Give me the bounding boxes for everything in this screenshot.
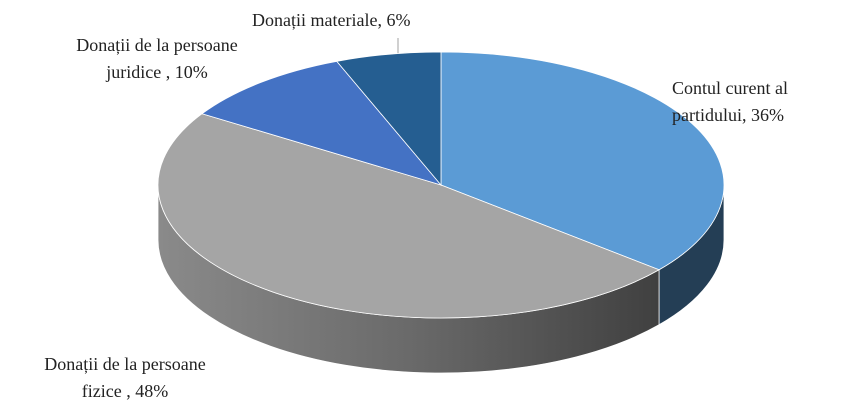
slice	[157, 113, 660, 319]
data-label: Donații de la persoane	[44, 354, 205, 374]
slice	[201, 60, 443, 186]
data-label: partidului, 36%	[672, 105, 784, 125]
slice	[336, 51, 442, 187]
data-label: Donații de la persoane	[76, 35, 237, 55]
data-label: juridice , 10%	[105, 62, 207, 82]
data-label: Contul curent al	[672, 78, 788, 98]
slice	[440, 51, 725, 271]
data-label: fizice , 48%	[82, 381, 168, 401]
data-label: Donații materiale, 6%	[252, 10, 410, 30]
